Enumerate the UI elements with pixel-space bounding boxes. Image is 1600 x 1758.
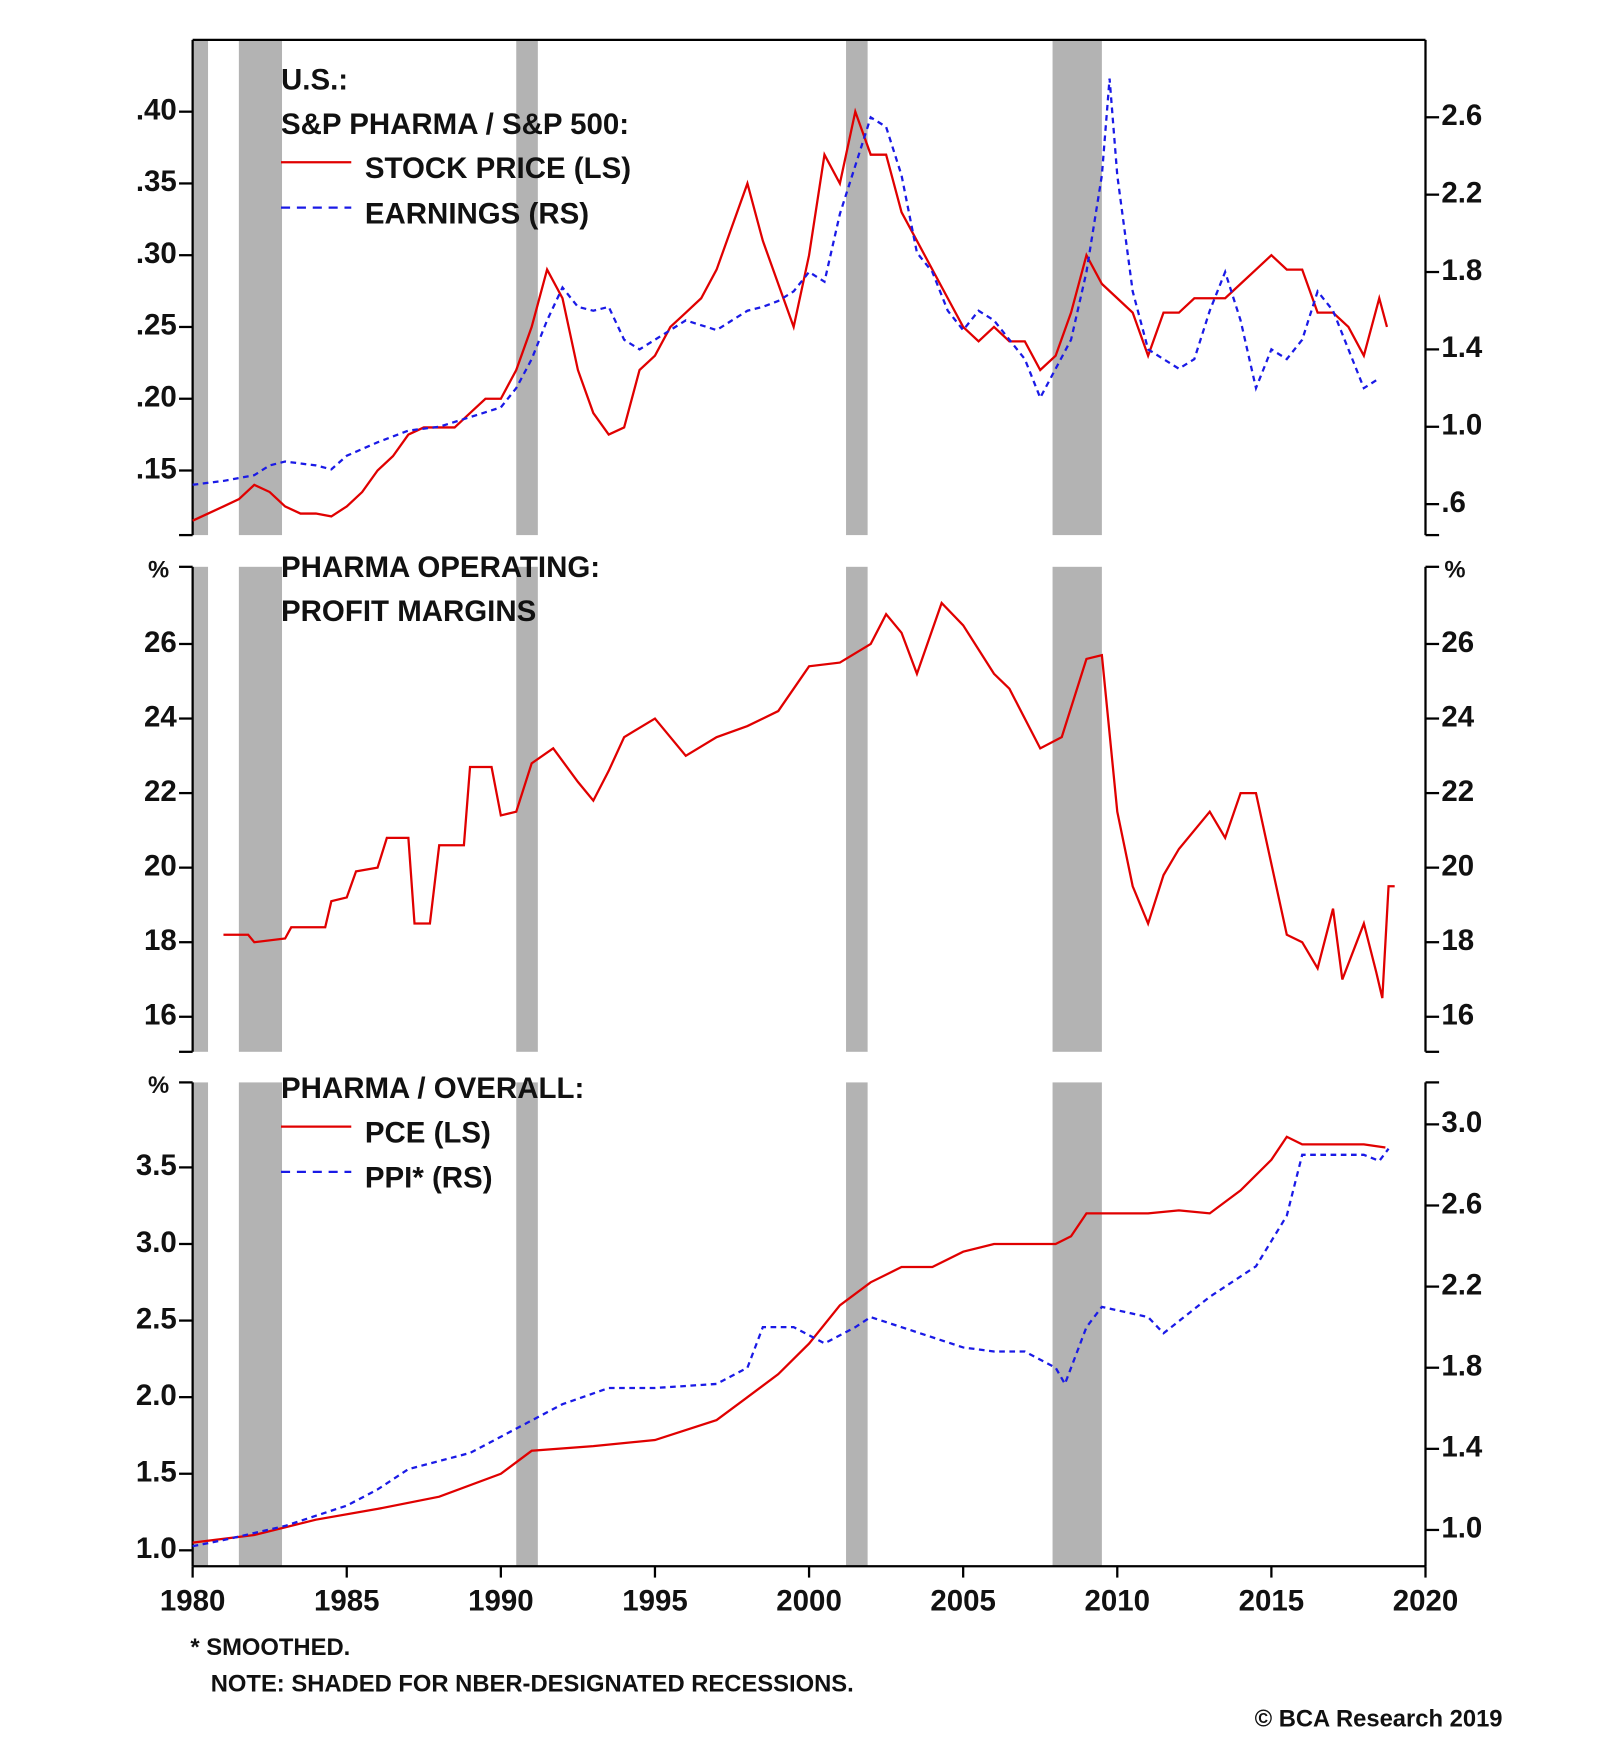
series-line xyxy=(192,1148,1390,1548)
x-tick-label: 2020 xyxy=(1393,1584,1459,1617)
footnote: NOTE: SHADED FOR NBER-DESIGNATED RECESSI… xyxy=(211,1671,854,1698)
y-tick-label: 2.0 xyxy=(136,1379,177,1412)
y-tick-label-right: 24 xyxy=(1441,700,1474,733)
y-tick-label: 3.0 xyxy=(136,1226,177,1259)
legend-label: STOCK PRICE (LS) xyxy=(365,152,631,185)
recession-band xyxy=(1052,566,1102,1052)
y-unit: % xyxy=(148,1072,169,1099)
recession-band xyxy=(238,39,283,536)
y-tick-label: 16 xyxy=(144,999,177,1032)
y-tick-label: 1.5 xyxy=(136,1456,177,1489)
y2-tick-label: 2.2 xyxy=(1441,1268,1482,1301)
legend-label: PPI* (RS) xyxy=(365,1162,493,1195)
x-tick-label: 2005 xyxy=(930,1584,996,1617)
y2-tick-label: 2.2 xyxy=(1441,176,1482,209)
legend-label: EARNINGS (RS) xyxy=(365,197,589,230)
recession-band xyxy=(238,1082,283,1567)
y-tick-label-right: 26 xyxy=(1441,626,1474,659)
y-tick-label: 1.0 xyxy=(136,1532,177,1565)
recession-band xyxy=(846,1082,868,1567)
y2-tick-label: 1.4 xyxy=(1441,331,1483,364)
panel-title: PROFIT MARGINS xyxy=(281,595,536,628)
y2-tick-label: 1.0 xyxy=(1441,1512,1482,1545)
recession-band xyxy=(1052,1082,1102,1567)
y-unit: % xyxy=(148,557,169,584)
y-tick-label: 18 xyxy=(144,924,177,957)
panel-title: S&P PHARMA / S&P 500: xyxy=(281,108,629,141)
recession-band xyxy=(516,39,538,536)
x-tick-label: 2010 xyxy=(1085,1584,1151,1617)
panel-title: PHARMA OPERATING: xyxy=(281,551,600,584)
y-tick-label: .20 xyxy=(136,381,177,414)
y-tick-label: 22 xyxy=(144,775,177,808)
y-tick-label: 24 xyxy=(144,700,177,733)
recession-band xyxy=(846,39,868,536)
y-tick-label: .30 xyxy=(136,237,177,270)
x-tick-label: 2000 xyxy=(776,1584,842,1617)
legend-label: PCE (LS) xyxy=(365,1116,491,1149)
y-tick-label: 20 xyxy=(144,849,177,882)
x-tick-label: 1990 xyxy=(468,1584,534,1617)
x-tick-label: 1995 xyxy=(622,1584,688,1617)
recession-band xyxy=(238,566,283,1052)
recession-band xyxy=(846,566,868,1052)
x-tick-label: 1980 xyxy=(160,1584,226,1617)
recession-band xyxy=(516,566,538,1052)
recession-band xyxy=(192,1082,209,1567)
y2-tick-label: 1.8 xyxy=(1441,1350,1482,1383)
source: © BCA Research 2019 xyxy=(1255,1706,1503,1733)
y-tick-label-right: 18 xyxy=(1441,924,1474,957)
y-tick-label: .15 xyxy=(136,452,177,485)
y2-tick-label: 3.0 xyxy=(1441,1106,1482,1139)
y-tick-label: .25 xyxy=(136,309,177,342)
y-tick-label-right: 16 xyxy=(1441,999,1474,1032)
x-tick-label: 2015 xyxy=(1239,1584,1305,1617)
y2-tick-label: 2.6 xyxy=(1441,1187,1482,1220)
y2-tick-label: 1.4 xyxy=(1441,1431,1483,1464)
y-tick-label: 26 xyxy=(144,626,177,659)
y2-tick-label: 1.0 xyxy=(1441,409,1482,442)
y-tick-label: .40 xyxy=(136,93,177,126)
y2-tick-label: 1.8 xyxy=(1441,254,1482,287)
y-tick-label-right: 22 xyxy=(1441,775,1474,808)
recession-band xyxy=(192,39,209,536)
y-tick-label-right: 20 xyxy=(1441,849,1474,882)
panel-title: PHARMA / OVERALL: xyxy=(281,1072,584,1105)
series-line xyxy=(192,1135,1386,1544)
footnote: * SMOOTHED. xyxy=(190,1634,350,1661)
series-line xyxy=(223,600,1395,999)
series-line xyxy=(192,78,1380,486)
series-line xyxy=(192,107,1389,522)
y-tick-label: 2.5 xyxy=(136,1302,177,1335)
recession-band xyxy=(192,566,209,1052)
y2-tick-label: .6 xyxy=(1441,486,1466,519)
y2-tick-label: 2.6 xyxy=(1441,99,1482,132)
x-tick-label: 1985 xyxy=(314,1584,380,1617)
panel-title: U.S.: xyxy=(281,64,348,97)
y-unit-right: % xyxy=(1444,557,1465,584)
y-tick-label: 3.5 xyxy=(136,1149,177,1182)
y-tick-label: .35 xyxy=(136,165,177,198)
recession-band xyxy=(516,1082,538,1567)
